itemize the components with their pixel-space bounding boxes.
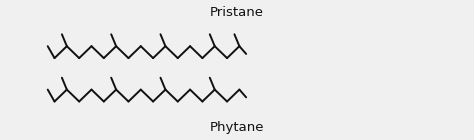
Text: Pristane: Pristane [210,6,264,19]
Text: Phytane: Phytane [210,121,264,134]
